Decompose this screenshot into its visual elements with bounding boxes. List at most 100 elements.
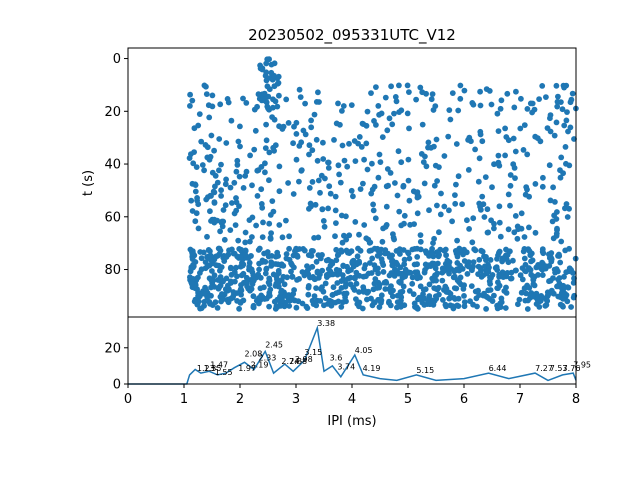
scatter-point — [242, 173, 249, 179]
scatter-point — [258, 201, 265, 207]
scatter-point — [436, 229, 442, 236]
scatter-point — [220, 207, 227, 213]
scatter-point — [326, 183, 333, 190]
scatter-point — [237, 254, 244, 260]
scatter-point — [377, 297, 383, 304]
scatter-point — [389, 262, 396, 269]
scatter-point — [388, 83, 394, 90]
scatter-point — [538, 264, 545, 270]
scatter-point — [431, 260, 437, 267]
scatter-point — [232, 222, 239, 229]
x-tick-label: 8 — [572, 392, 580, 407]
peak-annotations: 1.231.351.471.55 1.97 2.08 2.192.33 2.45 2.74… — [197, 319, 591, 377]
peak-label: 3.15 — [304, 348, 322, 357]
chart-title: 20230502_095331UTC_V12 — [248, 26, 456, 45]
scatter-point — [242, 229, 249, 236]
scatter-point — [373, 122, 379, 128]
scatter-point — [548, 256, 555, 263]
scatter-point — [194, 195, 201, 201]
scatter-point — [535, 272, 541, 278]
scatter-point — [571, 275, 577, 282]
scatter-point — [551, 266, 558, 273]
scatter-point — [456, 279, 463, 286]
scatter-point — [454, 260, 461, 266]
scatter-point — [431, 235, 437, 242]
scatter-point — [375, 103, 382, 109]
scatter-point — [372, 215, 379, 222]
scatter-point — [523, 290, 529, 297]
scatter-point — [252, 127, 259, 134]
scatter-point — [352, 275, 358, 282]
scatter-point — [386, 115, 393, 122]
scatter-point — [198, 138, 205, 145]
scatter-point — [357, 186, 364, 193]
scatter-point — [521, 255, 528, 262]
scatter-point — [306, 142, 313, 149]
scatter-point — [561, 273, 567, 280]
scatter-point — [238, 246, 245, 253]
scatter-point — [209, 268, 215, 274]
scatter-point — [508, 269, 515, 276]
scatter-point — [222, 181, 229, 188]
scatter-point — [461, 87, 468, 94]
scatter-point — [356, 289, 362, 295]
scatter-point — [240, 95, 246, 102]
scatter-point — [218, 187, 225, 194]
scatter-point — [411, 221, 417, 228]
scatter-point — [395, 148, 402, 155]
scatter-point — [455, 295, 462, 302]
scatter-point — [234, 157, 241, 164]
scatter-point — [215, 245, 222, 252]
scatter-point — [268, 259, 274, 265]
scatter-point — [391, 236, 397, 243]
scatter-point — [364, 290, 371, 296]
scatter-point — [502, 125, 508, 132]
scatter-point — [208, 193, 214, 199]
scatter-point — [189, 97, 196, 104]
scatter-point — [211, 147, 218, 154]
scatter-point — [445, 133, 452, 140]
scatter-point — [524, 186, 530, 193]
scatter-point — [306, 151, 312, 158]
scatter-point — [261, 90, 268, 97]
scatter-point — [465, 167, 472, 173]
scatter-point — [195, 122, 202, 129]
scatter-point — [546, 278, 552, 285]
scatter-point — [369, 255, 376, 262]
scatter-point — [378, 246, 385, 253]
scatter-point — [414, 269, 421, 275]
scatter-point — [262, 258, 269, 265]
scatter-point — [228, 117, 235, 124]
scatter-point — [485, 268, 492, 275]
scatter-point — [495, 159, 502, 166]
scatter-point — [249, 182, 255, 189]
scatter-point — [510, 257, 516, 264]
scatter-point — [317, 189, 323, 196]
scatter-point — [233, 199, 240, 206]
scatter-point — [246, 263, 253, 270]
scatter-point — [312, 201, 319, 208]
y-tick-label: 0 — [113, 378, 121, 393]
scatter-point — [301, 272, 308, 279]
scatter-point — [532, 181, 539, 187]
scatter-point — [276, 163, 283, 170]
scatter-point — [482, 174, 489, 181]
scatter-point — [364, 166, 371, 173]
scatter-point — [553, 230, 560, 237]
scatter-point — [396, 270, 402, 277]
scatter-point — [286, 256, 293, 263]
peak-label: 2.19 — [251, 361, 269, 370]
scatter-point — [302, 100, 308, 107]
scatter-point — [271, 298, 278, 305]
scatter-point — [303, 303, 310, 310]
scatter-point — [348, 187, 355, 194]
scatter-point — [198, 255, 205, 262]
scatter-point — [507, 202, 513, 209]
scatter-point — [383, 203, 390, 210]
scatter-point — [296, 178, 302, 185]
scatter-point — [454, 237, 460, 244]
scatter-point — [235, 237, 242, 244]
scatter-point — [382, 250, 388, 257]
scatter-point — [554, 225, 560, 232]
